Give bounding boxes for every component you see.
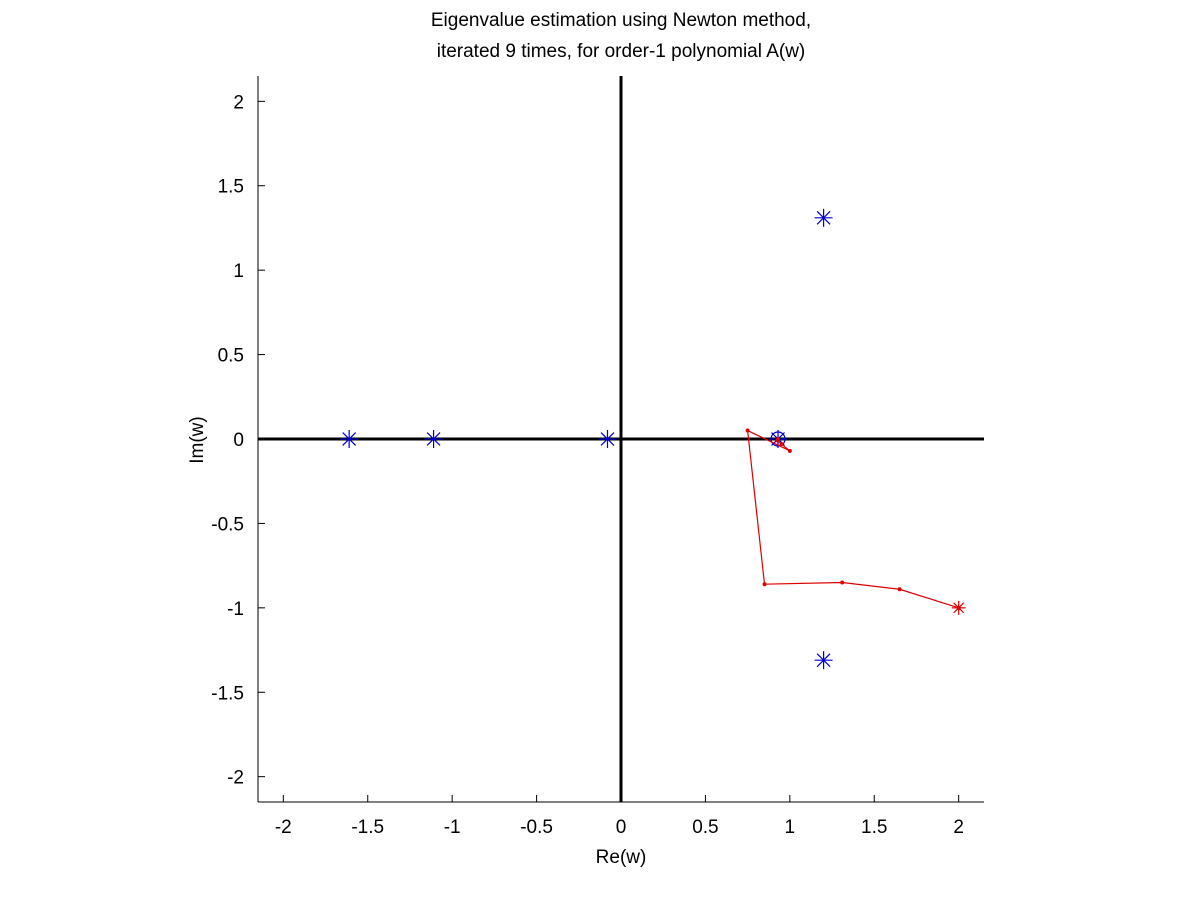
newton-iteration-point — [840, 580, 845, 585]
eigenvalue-star-point — [598, 430, 617, 448]
chart-title-line-1: Eigenvalue estimation using Newton metho… — [431, 10, 811, 31]
y-tick-label: -1.5 — [211, 683, 244, 704]
x-tick-label: 0.5 — [692, 817, 718, 838]
x-tick-label: -1.5 — [351, 817, 384, 838]
x-tick-label: -1 — [444, 817, 461, 838]
newton-iteration-point — [776, 437, 781, 441]
x-tick-label: 2 — [953, 817, 964, 838]
y-tick-label: 2 — [233, 92, 244, 113]
x-tick-label: -0.5 — [520, 817, 553, 838]
y-tick-label: 0.5 — [218, 346, 244, 367]
newton-iteration-point — [897, 587, 902, 592]
newton-iteration-point — [779, 442, 784, 447]
newton-iteration-point — [762, 582, 767, 587]
x-tick-label: 1 — [785, 817, 796, 838]
newton-start-star-point — [951, 600, 966, 615]
newton-iteration-point — [787, 448, 792, 453]
data-marks — [340, 208, 966, 670]
eigenvalue-star-point — [424, 430, 443, 448]
y-tick-label: -2 — [227, 768, 244, 789]
zero-axes — [258, 76, 984, 802]
eigenvalue-star-point — [814, 651, 833, 670]
newton-iteration-point — [745, 428, 750, 433]
eigenvalue-star-point — [814, 208, 833, 227]
x-tick-label: 0 — [616, 817, 627, 838]
y-axis-label: Im(w) — [187, 416, 208, 463]
y-tick-label: 0 — [233, 430, 244, 451]
eigenvalue-star-point — [340, 430, 359, 448]
y-tick-label: 1 — [233, 261, 244, 282]
x-tick-label: 1.5 — [861, 817, 887, 838]
eigenvalue-circle-point — [770, 431, 786, 447]
x-tick-label: -2 — [275, 817, 292, 838]
x-axis-label: Re(w) — [596, 847, 647, 868]
chart-title-line-2: iterated 9 times, for order-1 polynomial… — [437, 41, 806, 62]
y-tick-label: -1 — [227, 599, 244, 620]
ticks: -2 -1.5 -1 -0.5 0 0.5 1 1.5 2 2 1.5 1 0.5 0 -0.5 -1 -1.5… — [211, 92, 964, 838]
y-tick-label: -0.5 — [211, 514, 244, 535]
y-tick-label: 1.5 — [218, 177, 244, 198]
